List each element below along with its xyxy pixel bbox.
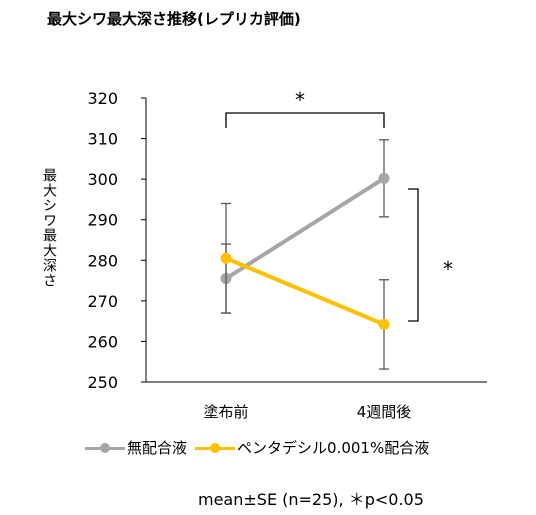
x-tick-label: 塗布前 — [203, 403, 248, 421]
legend-item-series-2: ペンタデシル0.001%配合液 — [195, 437, 429, 458]
legend-label-series-2: ペンタデシル0.001%配合液 — [237, 439, 430, 457]
significance-bracket-top — [225, 112, 385, 128]
y-tick-label: 270 — [87, 292, 118, 311]
series-line-1 — [224, 176, 386, 281]
y-tick-label: 280 — [87, 251, 118, 270]
x-tick-label: 4週間後 — [357, 403, 412, 421]
y-tick-label: 290 — [87, 211, 118, 230]
legend-marker-series-1 — [100, 442, 110, 453]
legend-swatch-series-2 — [195, 441, 236, 455]
footnote: mean±SE (n=25), ＊p<0.05 — [198, 490, 424, 509]
y-tick-label: 260 — [87, 332, 118, 351]
y-tick-label: 250 — [87, 373, 118, 392]
significance-bracket-right — [408, 188, 419, 322]
y-tick-label: 310 — [87, 130, 118, 149]
y-axis-label: 最大シワ最大深さ — [41, 168, 57, 288]
data-point-series-2 — [378, 318, 390, 330]
legend-label-series-1: 無配合液 — [127, 439, 188, 457]
legend-item-series-1: 無配合液 — [85, 437, 187, 458]
y-tick-label: 320 — [87, 89, 118, 108]
y-tick-label: 300 — [87, 170, 118, 189]
line-chart: 250 260 270 280 290 300 310 320 塗布前 4週間後 * * — [87, 88, 487, 421]
data-point-series-1 — [378, 172, 390, 184]
series-line-2 — [225, 256, 385, 327]
legend-marker-series-2 — [210, 442, 221, 453]
data-point-series-2 — [220, 252, 232, 264]
legend-swatch-series-1 — [85, 441, 125, 455]
chart-title: 最大シワ最大深さ推移(レプリカ評価) — [47, 10, 301, 28]
significance-mark-right: * — [443, 257, 453, 281]
significance-mark-top: * — [295, 88, 305, 112]
legend: 無配合液 ペンタデシル0.001%配合液 — [85, 437, 437, 458]
